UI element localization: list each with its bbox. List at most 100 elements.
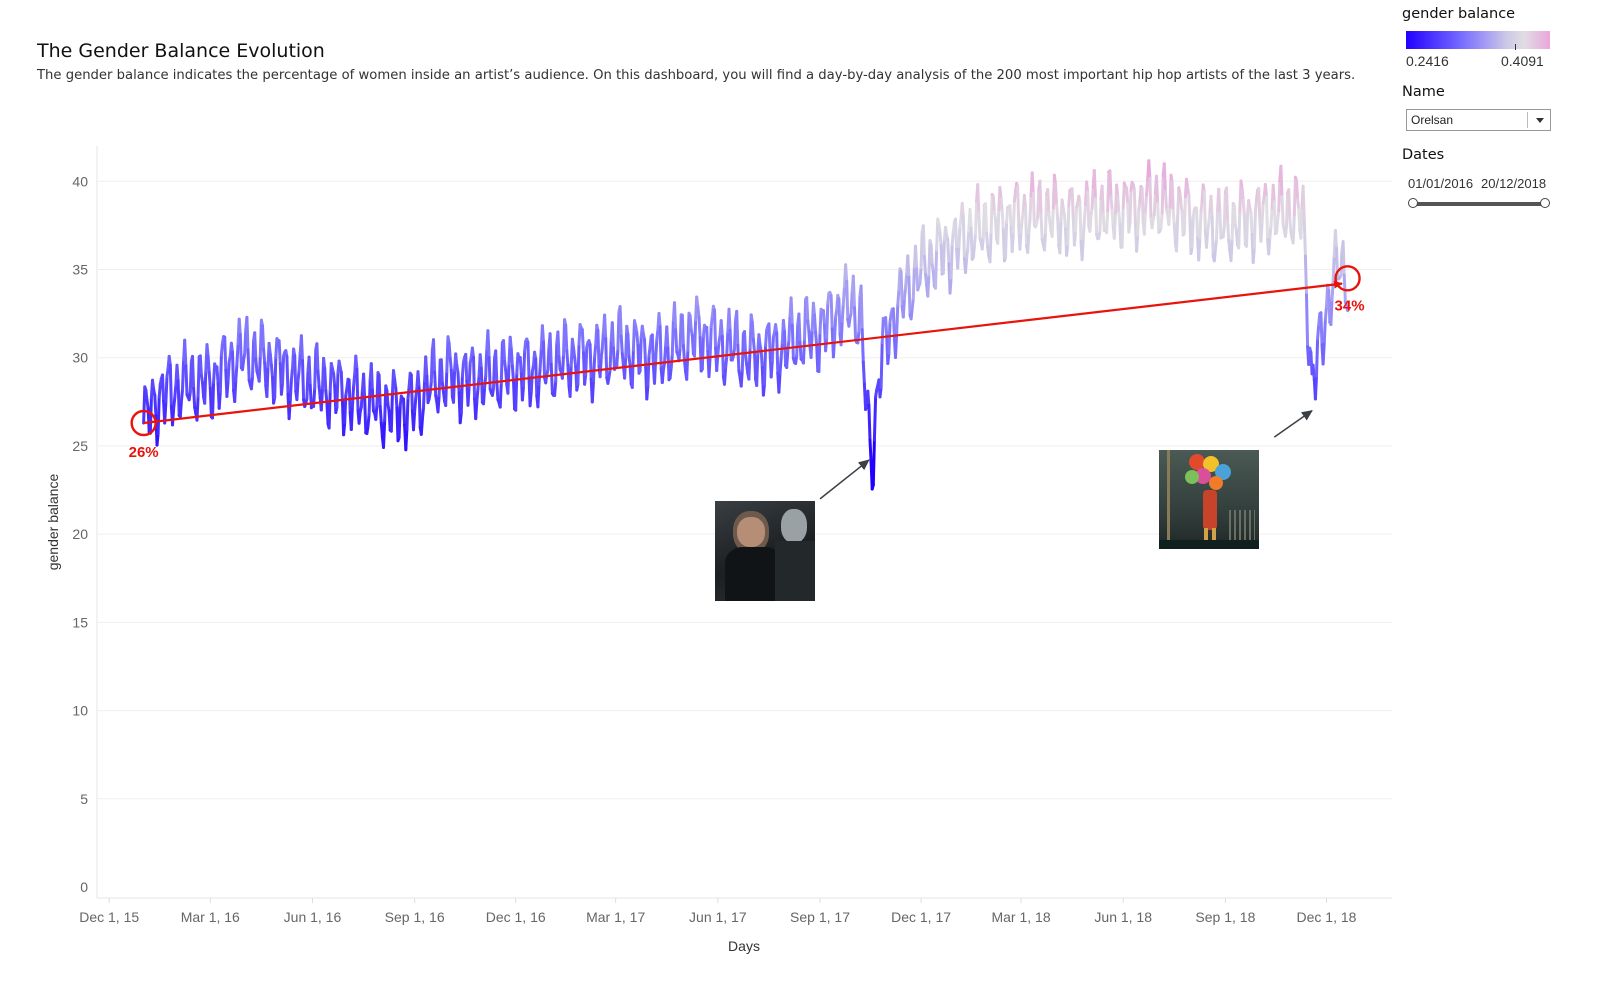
series-line-segment: [1303, 254, 1308, 297]
series-line-segment: [1050, 206, 1055, 238]
series-line-segment: [867, 403, 872, 442]
chevron-down-icon[interactable]: [1536, 118, 1544, 123]
series-line-segment: [1132, 187, 1137, 224]
date-slider-end-handle[interactable]: [1540, 198, 1550, 208]
name-dropdown-value: Orelsan: [1411, 113, 1454, 127]
series-line-segment: [556, 330, 561, 359]
series-line-segment: [725, 330, 730, 359]
series-line-segment: [929, 243, 934, 267]
series-line-segment: [287, 398, 292, 421]
series-line-segment: [1000, 209, 1005, 231]
series-line-segment: [899, 270, 904, 308]
y-tick-label: 35: [72, 262, 88, 278]
series-line-segment: [966, 229, 971, 251]
legend-min-value: 0.2416: [1406, 53, 1449, 69]
series-line-segment: [301, 359, 306, 402]
series-line-segment: [775, 331, 780, 375]
series-line-segment: [934, 248, 939, 290]
series-line-segment: [719, 319, 724, 338]
series-line-segment: [918, 266, 923, 285]
series-line-segment: [456, 371, 461, 395]
series-line-segment: [857, 293, 862, 333]
series-line-segment: [151, 378, 156, 391]
series-line-segment: [872, 395, 878, 442]
series-line-segment: [417, 386, 422, 429]
series-line-segment: [339, 371, 344, 404]
series-line-segment: [243, 327, 248, 355]
name-dropdown[interactable]: Orelsan: [1406, 109, 1551, 131]
series-line-segment: [1090, 185, 1095, 210]
series-line-segment: [1225, 186, 1230, 222]
event-arrow: [1273, 410, 1313, 438]
series-line-segment: [697, 316, 702, 340]
series-line-segment: [1018, 231, 1023, 251]
series-line-segment: [998, 186, 1003, 201]
series-line-segment: [476, 374, 481, 391]
series-line-segment: [896, 288, 901, 307]
series-line-segment: [584, 345, 589, 377]
series-line-segment: [1295, 178, 1300, 201]
annotation-circle: [130, 409, 157, 437]
series-line-segment: [1210, 215, 1215, 258]
series-line-segment: [1028, 194, 1033, 222]
series-line-segment: [743, 330, 748, 358]
x-tick-label: Jun 1, 17: [689, 909, 747, 925]
series-line-segment: [1085, 180, 1090, 194]
series-line-segment: [322, 356, 327, 370]
event-arrow: [819, 459, 870, 500]
series-line-segment: [1159, 211, 1164, 229]
series-line-segment: [645, 384, 650, 401]
series-line-segment: [655, 328, 660, 342]
series-line-segment: [1024, 206, 1029, 248]
series-line-segment: [223, 335, 228, 372]
series-line-segment: [985, 231, 990, 250]
series-line-segment: [938, 231, 943, 247]
series-line-segment: [615, 347, 620, 367]
series-line-segment: [484, 348, 489, 378]
series-line-segment: [1115, 183, 1120, 198]
series-line-segment: [1072, 229, 1077, 247]
series-line-segment: [566, 363, 571, 388]
legend-title: gender balance: [1402, 6, 1516, 22]
series-line-segment: [363, 397, 368, 435]
series-line-segment: [529, 369, 534, 393]
series-line-segment: [941, 238, 946, 275]
series-line-segment: [428, 380, 433, 394]
series-line-segment: [325, 401, 330, 426]
series-line-segment: [988, 231, 993, 264]
series-line-segment: [811, 301, 816, 317]
series-line-segment: [253, 331, 258, 361]
series-line-segment: [871, 438, 876, 487]
series-line-segment: [707, 355, 712, 379]
series-line-segment: [666, 346, 671, 382]
series-line-segment: [1046, 188, 1051, 215]
series-line-segment: [572, 346, 577, 359]
series-line-segment: [727, 307, 732, 332]
series-line-segment: [779, 341, 784, 360]
series-line-segment: [183, 338, 188, 368]
series-line-segment: [971, 244, 976, 259]
series-line-segment: [392, 369, 397, 382]
date-slider-start-handle[interactable]: [1408, 198, 1418, 208]
series-line-segment: [795, 322, 800, 358]
series-line-segment: [960, 201, 965, 218]
date-range-slider-track[interactable]: [1413, 202, 1545, 206]
series-line-segment: [763, 343, 768, 386]
series-line-segment: [769, 359, 774, 379]
series-line-segment: [245, 315, 250, 352]
series-line-segment: [203, 370, 208, 405]
series-line-segment: [670, 318, 675, 357]
series-line-segment: [1213, 238, 1218, 251]
series-line-segment: [1187, 193, 1192, 221]
series-line-segment: [409, 373, 414, 413]
series-line-segment: [157, 382, 162, 399]
series-line-segment: [433, 370, 438, 398]
series-line-segment: [261, 324, 266, 351]
series-line-segment: [192, 387, 197, 409]
series-line-segment: [1135, 233, 1140, 253]
series-line-segment: [234, 363, 239, 382]
series-line-segment: [1010, 231, 1015, 253]
series-line-segment: [1100, 184, 1105, 215]
series-line-segment: [708, 325, 713, 359]
series-line-segment: [751, 338, 756, 354]
